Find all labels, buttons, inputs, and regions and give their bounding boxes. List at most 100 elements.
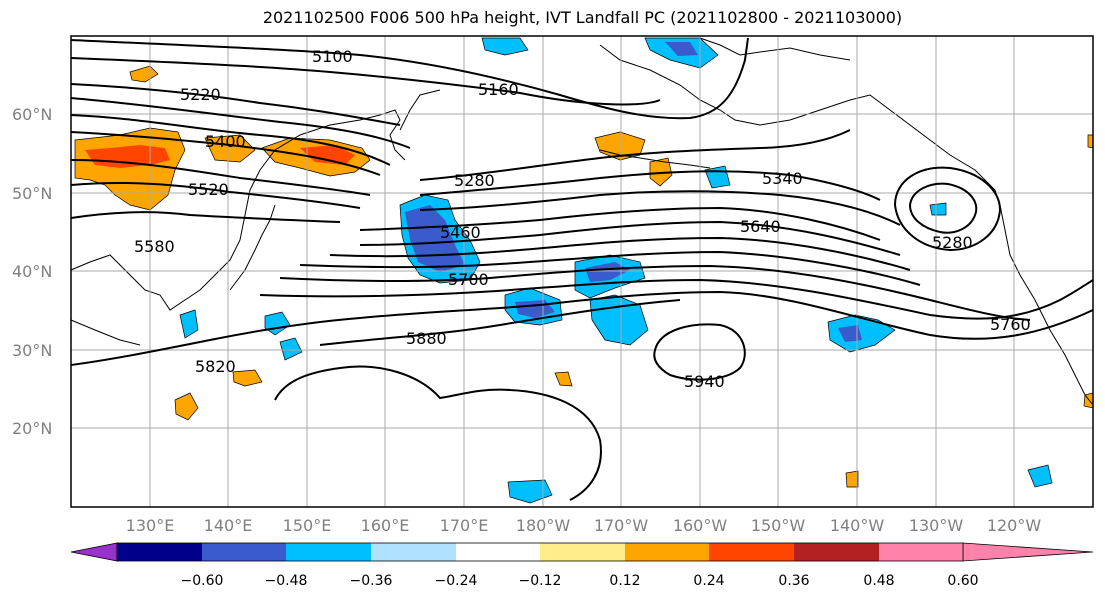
colorbar-tick: 0.48 (863, 573, 894, 589)
contour-5400-east (419, 190, 901, 226)
colorbar-segment (794, 543, 879, 561)
contour-label: 5880 (406, 329, 447, 348)
lat-label: 20°N (12, 419, 52, 438)
lon-label: 150°E (283, 516, 332, 535)
coastline-kamchatka (399, 89, 441, 131)
contour-label-group: 5100 5160 5220 5400 5520 5580 5280 5340 … (134, 47, 1031, 391)
contour-label: 5280 (454, 171, 495, 190)
contour-label: 5460 (440, 223, 481, 242)
contour-5880 (319, 299, 681, 346)
height-contours (70, 37, 1094, 501)
colorbar-tick: −0.24 (435, 573, 478, 589)
colorbar-ticks: −0.60 −0.48 −0.36 −0.24 −0.12 0.12 0.24 … (181, 573, 979, 589)
lon-label: 120°W (987, 516, 1042, 535)
ivt-patch-kamchatka-small (129, 65, 159, 83)
coastline-japan (229, 204, 276, 291)
contour-label: 5700 (448, 270, 489, 289)
lat-label: 30°N (12, 341, 52, 360)
ivt-patch-bottom (507, 479, 553, 504)
contour-label: 5280 (932, 233, 973, 252)
contour-5700 (279, 264, 1031, 321)
colorbar-tick: −0.12 (519, 573, 562, 589)
colorbar-segment (456, 543, 540, 561)
colorbar-segment (709, 543, 794, 561)
colorbar-extend-min (70, 542, 118, 562)
contour-5580 (70, 211, 341, 223)
contour-label: 5340 (762, 169, 803, 188)
lon-label: 160°E (361, 516, 410, 535)
longitude-labels: 130°E 140°E 150°E 160°E 170°E 180°W 170°… (126, 516, 1042, 535)
contour-5640 (299, 250, 921, 286)
contour-label: 5160 (478, 80, 519, 99)
lon-label: 180°W (516, 516, 571, 535)
coastline-north-america (999, 204, 1094, 406)
colorbar-tick: 0.36 (778, 573, 809, 589)
colorbar-tick: 0.24 (693, 573, 724, 589)
contour-5520 (70, 181, 361, 209)
ivt-positive-patches (74, 65, 1094, 488)
colorbar-tick: −0.36 (350, 573, 393, 589)
contour-label: 5580 (134, 237, 175, 256)
coastlines (70, 37, 1094, 406)
contour-5400 (70, 131, 381, 176)
contour-label: 5820 (195, 357, 236, 376)
contour-label: 5520 (188, 180, 229, 199)
contour-5280-west (70, 97, 411, 149)
lon-label: 170°W (594, 516, 649, 535)
lon-label: 130°W (909, 516, 964, 535)
contour-label: 5640 (740, 217, 781, 236)
contour-5940 (653, 323, 746, 381)
lon-label: 170°E (440, 516, 489, 535)
ivt-patch-sakhalin (204, 134, 256, 163)
ivt-patch-china-coast (179, 309, 199, 339)
colorbar-tick: −0.48 (265, 573, 308, 589)
colorbar-tick: −0.60 (181, 573, 224, 589)
coastline-aleutians (599, 149, 711, 169)
lat-label: 40°N (12, 262, 52, 281)
ivt-patch-south-japan (279, 337, 303, 361)
contour-5340-west (70, 114, 391, 166)
colorbar-segment (202, 543, 286, 561)
colorbar-segment (371, 543, 456, 561)
contour-label: 5760 (990, 315, 1031, 334)
contour-5580-east (329, 236, 911, 271)
ivt-patch-top-right-core (665, 42, 698, 56)
coastline-asia (70, 109, 406, 311)
map-title: 2021102500 F006 500 hPa height, IVT Land… (262, 8, 903, 27)
graticule (71, 36, 1093, 507)
contour-5340 (419, 170, 881, 201)
contour-label: 5940 (684, 372, 725, 391)
contour-label: 5100 (312, 47, 353, 66)
contour-5100 (70, 37, 749, 120)
ivt-patch-bottom-right (1027, 464, 1053, 488)
ivt-patch-asia-north-core (85, 145, 170, 168)
contour-5220 (70, 83, 401, 126)
lon-label: 140°E (204, 516, 253, 535)
contour-label: 5400 (205, 132, 246, 151)
ivt-patch-philippine (174, 392, 199, 421)
contour-5160 (70, 57, 661, 106)
lat-label: 50°N (12, 184, 52, 203)
contour-5820 (70, 290, 1094, 366)
colorbar-outline (116, 542, 964, 562)
contour-5220-low (908, 182, 978, 234)
contour-label: 5220 (180, 85, 221, 104)
ivt-patch-mid (554, 371, 573, 387)
ivt-patch-top (481, 37, 529, 56)
colorbar-tick: 0.60 (947, 573, 978, 589)
ivt-patch-ne-pac-core (838, 325, 862, 342)
coastline-china-south (70, 319, 141, 346)
colorbar-segment (117, 543, 202, 561)
contour-5760 (259, 278, 1094, 320)
contour-5460 (359, 206, 881, 241)
ivt-patch-hawaii-north-core (585, 262, 630, 282)
colorbar-segment (625, 543, 709, 561)
contour-5280-low (893, 166, 1002, 252)
ivt-negative-patches (179, 37, 1053, 504)
coastline-alaska (599, 44, 1001, 206)
colorbar: −0.60 −0.48 −0.36 −0.24 −0.12 0.12 0.24 … (70, 542, 1094, 589)
lon-label: 130°E (126, 516, 175, 535)
ivt-patch-okhotsk-core (300, 145, 355, 165)
lon-label: 140°W (830, 516, 885, 535)
